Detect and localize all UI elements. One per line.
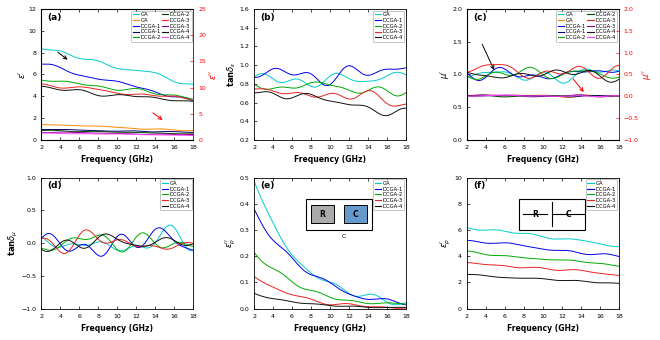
Y-axis label: tan$\delta_\varepsilon$: tan$\delta_\varepsilon$ [226,62,238,87]
Legend: GA, DCGA-1, DCGA-2, DCGA-3, DCGA-4: GA, DCGA-1, DCGA-2, DCGA-3, DCGA-4 [373,179,405,210]
Legend: GA, DCGA-1, DCGA-2, DCGA-3, DCGA-4: GA, DCGA-1, DCGA-2, DCGA-3, DCGA-4 [373,11,405,42]
Legend: GA, DCGA-1, DCGA-2, DCGA-3, DCGA-4: GA, DCGA-1, DCGA-2, DCGA-3, DCGA-4 [586,179,617,210]
Text: (d): (d) [48,182,62,190]
Y-axis label: $\varepsilon'$: $\varepsilon'$ [16,70,27,79]
X-axis label: Frequency (GHz): Frequency (GHz) [507,155,579,165]
X-axis label: Frequency (GHz): Frequency (GHz) [294,324,366,333]
Legend: GA, GA, DCGA-1, DCGA-1, DCGA-2, DCGA-2, DCGA-3, DCGA-3, DCGA-4, DCGA-4: GA, GA, DCGA-1, DCGA-1, DCGA-2, DCGA-2, … [556,11,617,42]
Y-axis label: $\varepsilon_p''$: $\varepsilon_p''$ [224,238,238,248]
Y-axis label: $\mu'$: $\mu'$ [438,70,451,79]
Text: (b): (b) [260,13,275,22]
Text: (f): (f) [473,182,485,190]
Y-axis label: $\varepsilon''$: $\varepsilon''$ [207,69,218,80]
Text: (c): (c) [473,13,486,22]
Y-axis label: $\varepsilon_p'$: $\varepsilon_p'$ [439,238,453,248]
Y-axis label: tan$\delta_\mu$: tan$\delta_\mu$ [7,230,20,256]
X-axis label: Frequency (GHz): Frequency (GHz) [81,324,153,333]
X-axis label: Frequency (GHz): Frequency (GHz) [294,155,366,165]
X-axis label: Frequency (GHz): Frequency (GHz) [507,324,579,333]
Legend: GA, DCGA-1, DCGA-2, DCGA-3, DCGA-4: GA, DCGA-1, DCGA-2, DCGA-3, DCGA-4 [160,179,192,210]
Text: (a): (a) [48,13,62,22]
Legend: GA, GA, DCGA-1, DCGA-1, DCGA-2, DCGA-2, DCGA-3, DCGA-3, DCGA-4, DCGA-4: GA, GA, DCGA-1, DCGA-1, DCGA-2, DCGA-2, … [131,11,192,42]
Y-axis label: $\mu''$: $\mu''$ [640,69,653,80]
X-axis label: Frequency (GHz): Frequency (GHz) [81,155,153,165]
Text: (e): (e) [260,182,275,190]
